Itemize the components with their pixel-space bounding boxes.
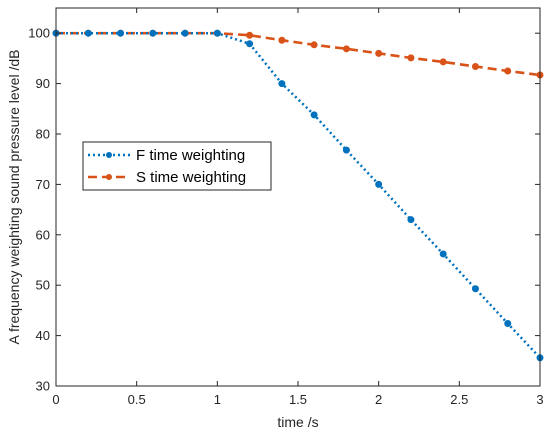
- x-tick-label: 2.5: [450, 392, 468, 407]
- data-point-s: [439, 58, 447, 66]
- data-point-s: [342, 45, 350, 53]
- axis-ticks: 0 0.5 1 1.5 2 2.5 3 30 40 50 60 70 80 90 100: [28, 8, 544, 407]
- x-axis-label: time /s: [277, 414, 318, 430]
- series-s: [52, 29, 544, 79]
- data-point-s: [471, 62, 479, 70]
- y-axis-label: A frequency weighting sound pressure lev…: [6, 50, 22, 345]
- data-point-s: [407, 54, 415, 62]
- legend-label: S time weighting: [136, 169, 246, 186]
- x-tick-label: 0.5: [128, 392, 146, 407]
- data-point-f: [246, 40, 254, 48]
- y-tick-label: 60: [36, 227, 50, 242]
- x-tick-label: 2: [375, 392, 382, 407]
- y-tick-label: 90: [36, 76, 50, 91]
- y-tick-label: 40: [36, 328, 50, 343]
- legend-label: F time weighting: [136, 147, 245, 164]
- data-point-f: [310, 111, 318, 119]
- data-point-f: [181, 29, 189, 37]
- x-tick-label: 3: [536, 392, 543, 407]
- y-tick-label: 100: [28, 26, 50, 41]
- x-tick-label: 1: [214, 392, 221, 407]
- series-f: [52, 29, 544, 362]
- legend-swatch-marker: [106, 174, 112, 180]
- data-point-f: [149, 29, 157, 37]
- legend-item-f: F time weighting: [88, 147, 245, 164]
- data-point-f: [342, 146, 350, 154]
- data-point-f: [407, 216, 415, 224]
- series-layer: [52, 29, 544, 362]
- legend-swatch-marker: [106, 152, 112, 158]
- data-point-f: [84, 29, 92, 37]
- y-tick-label: 50: [36, 278, 50, 293]
- y-tick-label: 30: [36, 379, 50, 394]
- data-point-f: [439, 250, 447, 258]
- x-tick-label: 1.5: [289, 392, 307, 407]
- legend: F time weighting S time weighting: [82, 141, 272, 191]
- data-point-s: [278, 36, 286, 44]
- legend-box: [82, 141, 272, 191]
- data-point-s: [504, 67, 512, 75]
- legend-entries: F time weighting S time weighting: [88, 147, 246, 186]
- series-line-f: [56, 31, 541, 359]
- data-point-f: [471, 285, 479, 293]
- legend-item-s: S time weighting: [88, 169, 246, 186]
- data-point-s: [375, 49, 383, 57]
- data-point-f: [213, 29, 221, 37]
- series-line-s: [56, 31, 541, 77]
- data-point-s: [246, 31, 254, 39]
- y-tick-label: 80: [36, 127, 50, 142]
- data-point-f: [278, 80, 286, 88]
- y-tick-label: 70: [36, 177, 50, 192]
- data-point-f: [375, 180, 383, 188]
- x-tick-label: 0: [52, 392, 59, 407]
- data-point-f: [504, 320, 512, 328]
- data-point-s: [310, 41, 318, 49]
- data-point-f: [117, 29, 125, 37]
